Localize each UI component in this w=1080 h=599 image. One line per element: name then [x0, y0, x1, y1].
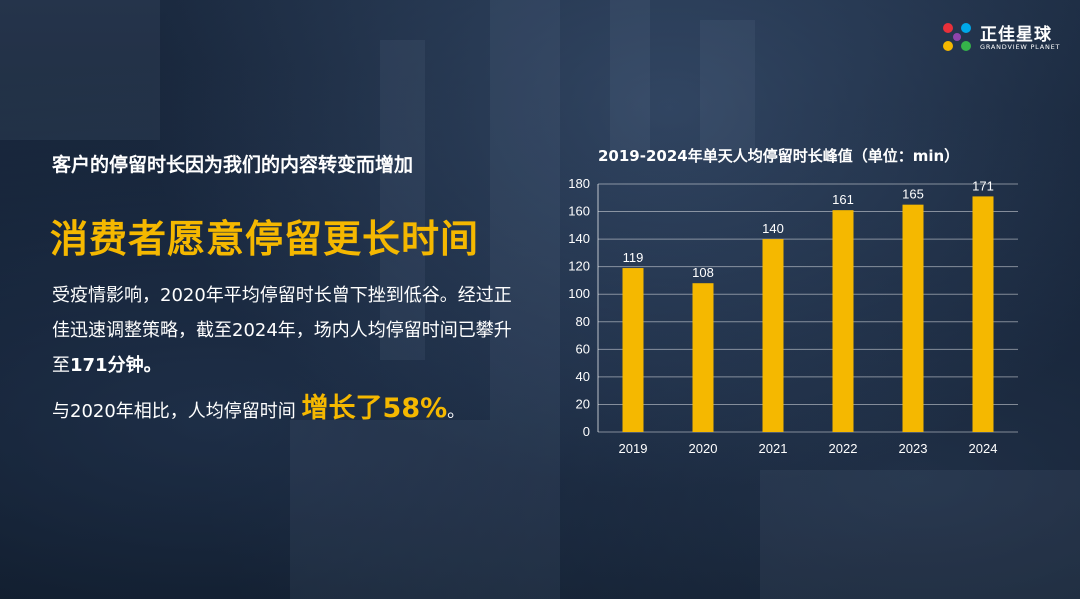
y-tick-label: 100	[568, 286, 590, 301]
bar	[762, 239, 784, 432]
section-subtitle: 客户的停留时长因为我们的内容转变而增加	[52, 154, 414, 176]
y-tick-label: 20	[576, 396, 590, 411]
y-tick-label: 120	[568, 259, 590, 274]
data-label: 161	[832, 192, 854, 207]
bar	[692, 283, 714, 432]
headline: 消费者愿意停留更长时间	[50, 217, 480, 261]
x-tick-label: 2024	[969, 441, 998, 456]
data-label: 171	[972, 178, 994, 193]
y-tick-label: 60	[576, 341, 590, 356]
body-highlight-minutes: 171分钟。	[70, 355, 162, 376]
y-tick-label: 0	[583, 424, 590, 439]
bar	[832, 210, 854, 432]
body-paragraph-1-text: 受疫情影响，2020年平均停留时长曾下挫到低谷。经过正佳迅速调整策略，截至202…	[52, 285, 512, 376]
data-label: 165	[902, 187, 924, 202]
chart-title: 2019-2024年单天人均停留时长峰值（单位：min）	[598, 147, 960, 165]
brand-logo-icon	[943, 23, 971, 51]
body-paragraph-1: 受疫情影响，2020年平均停留时长曾下挫到低谷。经过正佳迅速调整策略，截至202…	[52, 278, 522, 383]
data-label: 140	[762, 221, 784, 236]
bar	[902, 204, 924, 432]
x-tick-label: 2022	[829, 441, 858, 456]
growth-highlight: 增长了58%	[301, 393, 448, 424]
y-tick-label: 40	[576, 369, 590, 384]
data-label: 119	[623, 250, 644, 265]
y-tick-label: 140	[568, 231, 590, 246]
brand-name-cn: 正佳星球	[980, 25, 1052, 45]
body-paragraph-2-text: 与2020年相比，人均停留时间	[52, 401, 302, 422]
data-label: 108	[692, 265, 714, 280]
body-paragraph-2-end: 。	[447, 401, 466, 422]
y-tick-label: 180	[568, 176, 590, 191]
x-tick-label: 2023	[899, 441, 928, 456]
x-tick-label: 2019	[619, 441, 648, 456]
y-tick-label: 80	[576, 314, 590, 329]
brand-name-en: GRANDVIEW PLANET	[980, 43, 1061, 51]
y-tick-label: 160	[568, 204, 590, 219]
x-tick-label: 2020	[689, 441, 718, 456]
body-paragraph-2: 与2020年相比，人均停留时间 增长了58%。	[52, 391, 522, 429]
brand-logo: 正佳星球 GRANDVIEW PLANET	[940, 20, 1070, 56]
bar	[972, 196, 994, 432]
bar	[622, 268, 644, 432]
x-tick-label: 2021	[759, 441, 788, 456]
